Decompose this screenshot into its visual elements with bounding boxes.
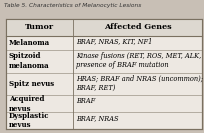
Text: Table 5. Characteristics of Melanocytic Lesions: Table 5. Characteristics of Melanocytic … [4,3,141,8]
Text: Dysplastic
nevus: Dysplastic nevus [9,112,49,129]
Text: Spitzoid
melanoma: Spitzoid melanoma [9,52,49,70]
Text: Kinase fusions (RET, ROS, MET, ALK,
presence of BRAF mutation: Kinase fusions (RET, ROS, MET, ALK, pres… [76,52,201,69]
Bar [6,19,202,36]
Text: BRAF, NRAS, KIT, NF1: BRAF, NRAS, KIT, NF1 [76,38,152,45]
Text: BRAF: BRAF [76,97,95,105]
Text: Acquired
nevus: Acquired nevus [9,95,44,113]
Text: Tumor: Tumor [25,23,54,31]
Text: Affected Genes: Affected Genes [104,23,172,31]
Text: HRAS; BRAF and NRAS (uncommon); I
BRAF, RET): HRAS; BRAF and NRAS (uncommon); I BRAF, … [76,74,204,92]
Text: BRAF, NRAS: BRAF, NRAS [76,114,118,122]
Text: Spitz nevus: Spitz nevus [9,80,54,88]
Text: Melanoma: Melanoma [9,39,50,47]
Bar [6,19,202,129]
